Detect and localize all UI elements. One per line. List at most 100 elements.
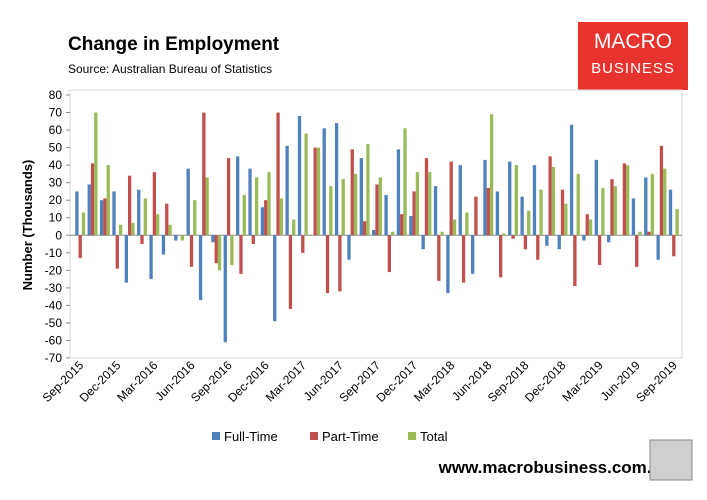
- bar: [610, 179, 614, 236]
- x-tick-label: Sep-2019: [633, 358, 680, 405]
- bar: [316, 147, 321, 236]
- bar: [366, 144, 370, 236]
- x-tick-label: Mar-2018: [411, 358, 457, 404]
- bar: [551, 166, 556, 236]
- bar: [585, 214, 589, 236]
- logo-text: MACRO: [594, 30, 672, 53]
- bar: [94, 112, 98, 236]
- bar: [99, 200, 104, 236]
- bar: [663, 168, 667, 236]
- bar: [573, 235, 577, 287]
- bar: [205, 177, 209, 236]
- bar: [548, 156, 552, 236]
- bar: [387, 235, 392, 273]
- bar: [424, 158, 429, 236]
- y-tick-label: 40: [49, 158, 63, 172]
- bar: [112, 191, 116, 236]
- bar: [180, 235, 185, 241]
- bar: [613, 186, 617, 236]
- bar: [359, 158, 363, 236]
- y-tick-label: 10: [49, 211, 63, 225]
- bar: [527, 210, 531, 236]
- bar: [564, 203, 568, 236]
- bar: [152, 172, 157, 236]
- bar: [78, 235, 82, 259]
- bar: [313, 147, 317, 236]
- bar: [189, 235, 194, 267]
- bar: [631, 198, 636, 236]
- bar: [440, 231, 444, 236]
- bar: [254, 177, 259, 236]
- bar: [601, 187, 605, 236]
- bar: [622, 163, 626, 236]
- bar: [474, 196, 478, 236]
- bar: [557, 235, 561, 250]
- bar: [647, 231, 651, 236]
- bar: [288, 235, 293, 309]
- bar: [569, 124, 574, 236]
- bar: [582, 235, 586, 241]
- bar: [446, 235, 450, 294]
- legend-label: Total: [420, 429, 448, 444]
- bar: [378, 177, 382, 236]
- bar: [668, 189, 673, 236]
- bar: [143, 198, 147, 236]
- bar: [597, 235, 602, 266]
- bar: [520, 196, 524, 236]
- y-tick-label: -70: [45, 351, 63, 365]
- bar: [198, 235, 203, 301]
- x-tick-label: Mar-2019: [560, 358, 606, 404]
- bar: [495, 191, 500, 236]
- y-tick-label: -20: [45, 263, 63, 277]
- bar: [90, 163, 95, 236]
- bar: [322, 128, 326, 236]
- bar: [325, 235, 330, 294]
- chart-subtitle: Source: Australian Bureau of Statistics: [68, 62, 272, 76]
- bar: [75, 191, 79, 236]
- bar: [149, 235, 153, 280]
- bar: [223, 235, 227, 343]
- legend-swatch: [212, 432, 220, 440]
- bar: [347, 235, 351, 260]
- bar: [659, 145, 664, 236]
- bar: [489, 114, 494, 236]
- y-tick-label: -40: [45, 298, 63, 312]
- bar: [625, 165, 630, 236]
- bar: [202, 112, 206, 236]
- bar: [329, 186, 333, 236]
- bar: [128, 175, 132, 236]
- bar: [248, 168, 252, 236]
- y-tick-label: 50: [49, 141, 63, 155]
- bar: [421, 235, 425, 250]
- bar: [276, 112, 280, 236]
- bar: [168, 224, 172, 236]
- bar: [428, 172, 432, 236]
- bar: [412, 191, 416, 236]
- bar: [292, 219, 296, 236]
- bar: [415, 172, 420, 236]
- bar: [341, 179, 345, 236]
- bar: [285, 145, 289, 236]
- bar: [458, 165, 462, 236]
- bar: [409, 215, 413, 236]
- y-tick-label: 30: [49, 176, 63, 190]
- bar: [511, 235, 515, 239]
- bar: [279, 198, 284, 236]
- bar: [260, 207, 265, 236]
- bar: [124, 235, 129, 283]
- bar: [607, 235, 611, 243]
- bar: [362, 221, 367, 236]
- bar: [103, 198, 107, 236]
- bar: [156, 214, 160, 236]
- bar: [452, 219, 457, 236]
- bar: [375, 184, 379, 236]
- x-tick-label: Mar-2017: [263, 358, 309, 404]
- y-tick-label: 20: [49, 193, 63, 207]
- bar: [239, 235, 243, 274]
- logo-text: BUSINESS: [591, 60, 675, 77]
- bar: [226, 158, 231, 236]
- bar: [650, 173, 655, 236]
- y-tick-label: -50: [45, 316, 63, 330]
- bar: [638, 231, 642, 236]
- bar: [214, 235, 218, 264]
